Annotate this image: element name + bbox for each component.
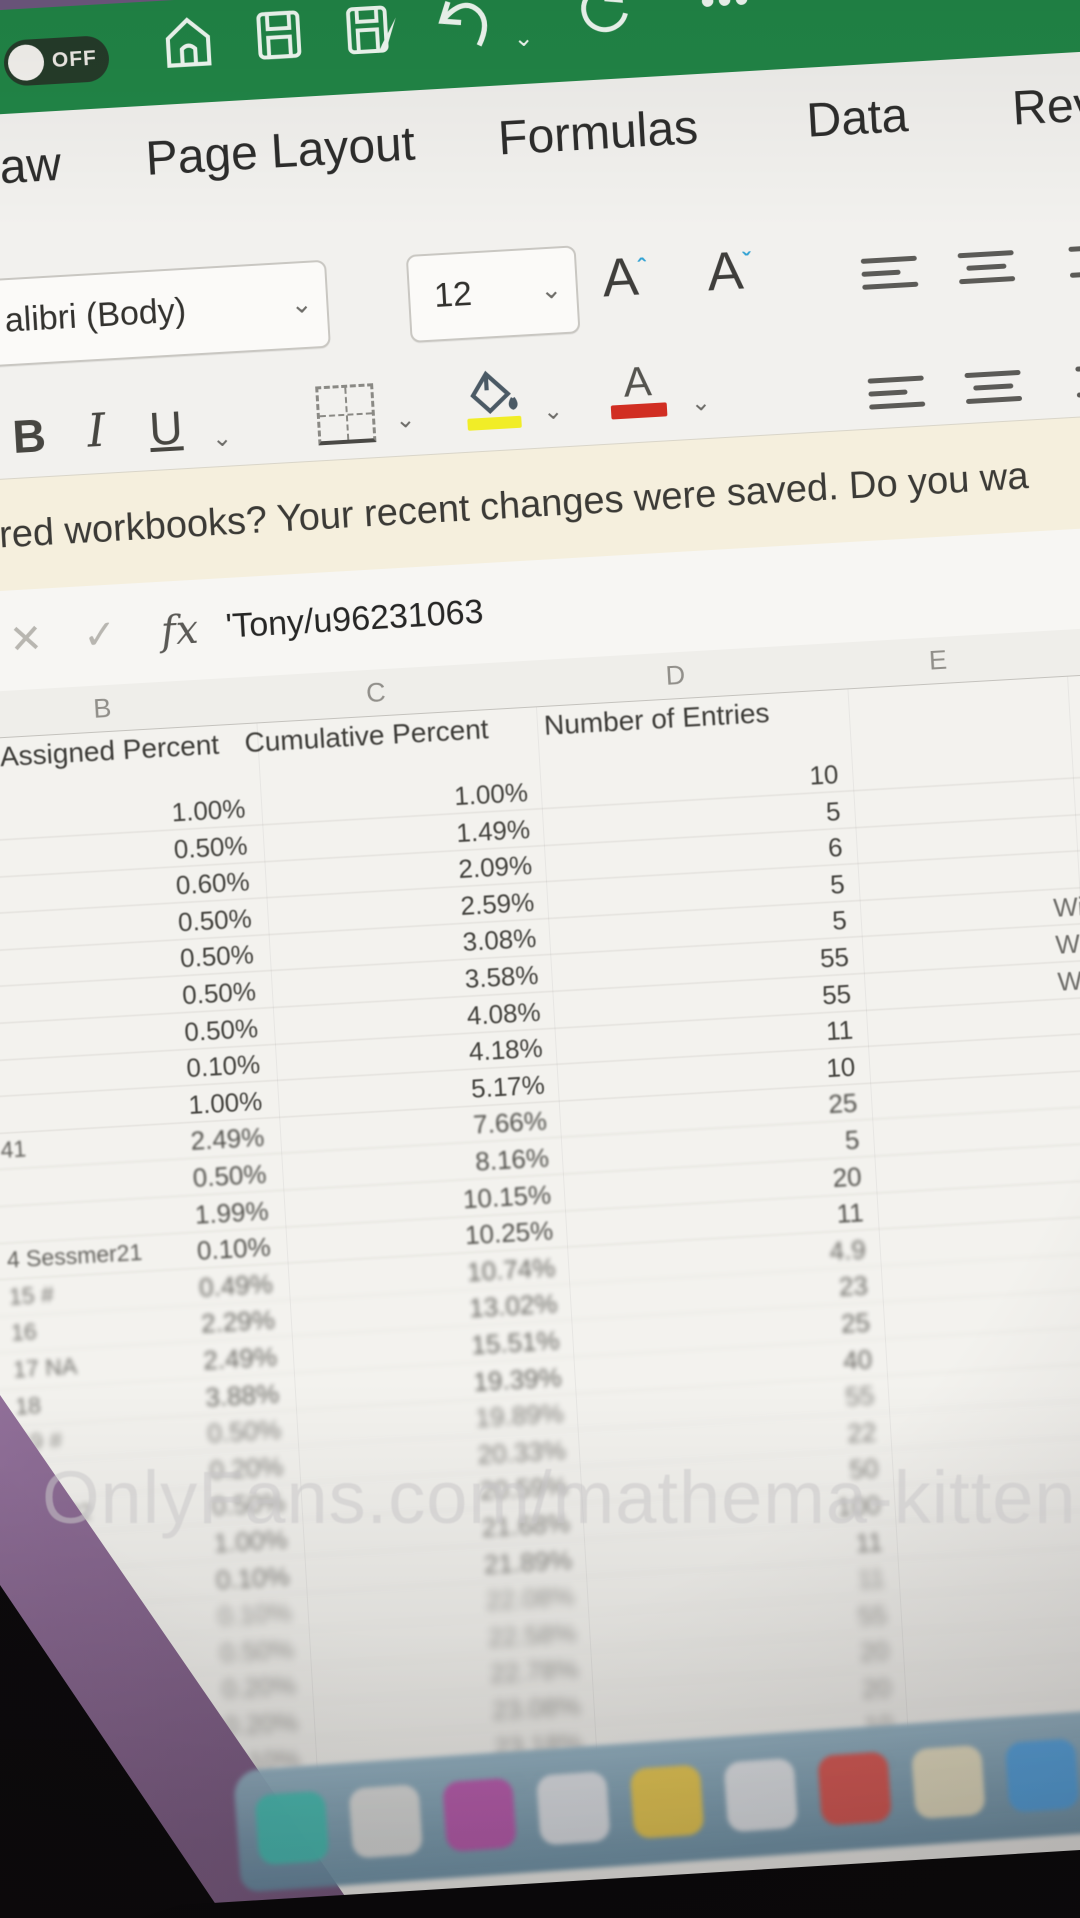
excel-titlebar: OFF ⌄ ••• bbox=[0, 0, 1080, 126]
toggle-label: OFF bbox=[51, 46, 98, 73]
undo-icon[interactable] bbox=[431, 0, 496, 55]
save-icon[interactable] bbox=[251, 5, 306, 66]
fill-color-swatch bbox=[467, 415, 522, 431]
chevron-down-icon: ⌄ bbox=[539, 273, 563, 305]
dock-app-icon[interactable] bbox=[723, 1757, 799, 1833]
off-toggle[interactable]: OFF bbox=[2, 34, 111, 87]
grow-font-button[interactable]: Aˆ bbox=[600, 246, 647, 309]
toggle-knob-icon bbox=[7, 43, 46, 82]
tab-data[interactable]: Data bbox=[805, 88, 910, 148]
align-middle-icon[interactable] bbox=[957, 242, 1016, 292]
chevron-down-icon[interactable]: ⌄ bbox=[689, 388, 712, 417]
ribbon-controls: alibri (Body) ⌄ 12 ⌄ Aˆ Aˇ B I U ⌄ ⌄ ⌄ bbox=[0, 145, 1080, 636]
tab-review[interactable]: Review bbox=[1010, 73, 1080, 136]
formula-input[interactable]: 'Tony/u96231063 bbox=[224, 592, 485, 646]
watermark-text: OnlyFans.com/mathema-kitten bbox=[42, 1456, 1077, 1539]
cell-e[interactable]: Wi bbox=[1056, 964, 1080, 997]
dock-app-icon[interactable] bbox=[254, 1790, 330, 1866]
align-center-icon[interactable] bbox=[964, 362, 1023, 412]
font-color-label: A bbox=[622, 357, 653, 406]
redo-icon[interactable] bbox=[572, 0, 633, 43]
undo-dropdown-icon[interactable]: ⌄ bbox=[512, 24, 535, 53]
bold-button[interactable]: B bbox=[11, 409, 48, 463]
dock-app-icon[interactable] bbox=[535, 1770, 611, 1846]
tab-page-layout[interactable]: Page Layout bbox=[144, 117, 417, 186]
chevron-down-icon[interactable]: ⌄ bbox=[542, 397, 564, 426]
font-size-value: 12 bbox=[433, 275, 474, 316]
chevron-down-icon: ⌄ bbox=[289, 287, 314, 320]
fill-color-icon[interactable] bbox=[464, 367, 523, 431]
dock-app-icon[interactable] bbox=[629, 1764, 705, 1840]
tab-draw[interactable]: Draw bbox=[0, 137, 63, 198]
cell-e[interactable]: Wi bbox=[1052, 891, 1080, 924]
save-as-icon[interactable] bbox=[343, 0, 402, 60]
chevron-down-icon[interactable]: ⌄ bbox=[211, 424, 233, 453]
italic-button[interactable]: I bbox=[85, 402, 108, 458]
more-icon[interactable]: ••• bbox=[699, 0, 753, 24]
dock-app-icon[interactable] bbox=[1004, 1738, 1080, 1813]
dock-app-icon[interactable] bbox=[911, 1744, 986, 1820]
cell-e[interactable]: Wi bbox=[1054, 928, 1080, 960]
font-name-value: alibri (Body) bbox=[3, 291, 188, 340]
align-left-icon[interactable] bbox=[867, 368, 926, 418]
borders-icon[interactable] bbox=[315, 383, 377, 446]
enter-icon[interactable]: ✓ bbox=[81, 612, 118, 659]
underline-button[interactable]: U bbox=[147, 401, 185, 456]
dock-app-icon[interactable] bbox=[442, 1777, 517, 1853]
tab-formulas[interactable]: Formulas bbox=[496, 101, 700, 166]
dock-app-icon[interactable] bbox=[348, 1784, 424, 1859]
font-color-button[interactable]: A bbox=[608, 357, 668, 420]
font-size-select[interactable]: 12 ⌄ bbox=[405, 245, 581, 343]
align-bottom-icon[interactable] bbox=[1068, 236, 1080, 286]
home-icon[interactable] bbox=[159, 12, 216, 73]
align-right-icon[interactable] bbox=[1075, 356, 1080, 406]
font-name-select[interactable]: alibri (Body) ⌄ bbox=[0, 259, 331, 375]
shrink-font-button[interactable]: Aˇ bbox=[705, 240, 752, 303]
chevron-down-icon[interactable]: ⌄ bbox=[394, 405, 417, 434]
align-top-icon[interactable] bbox=[860, 248, 919, 298]
fx-icon[interactable]: fx bbox=[159, 606, 200, 655]
dock-app-icon[interactable] bbox=[817, 1751, 892, 1826]
cancel-icon[interactable]: ✕ bbox=[7, 616, 44, 663]
